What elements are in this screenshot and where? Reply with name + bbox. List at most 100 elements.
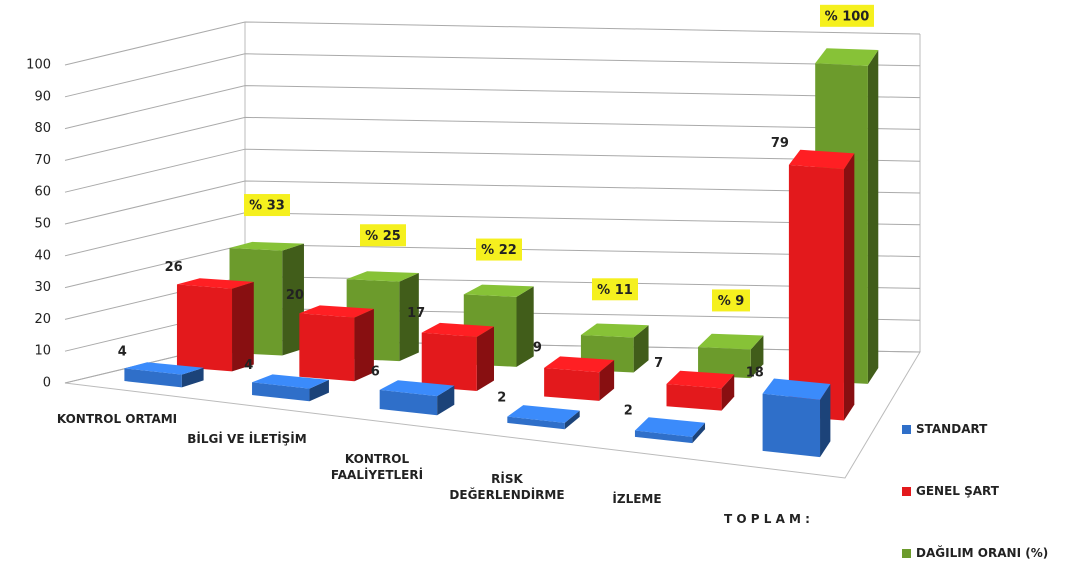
bar-side xyxy=(721,374,735,411)
value-label: 18 xyxy=(746,366,764,381)
value-label: % 100 xyxy=(825,9,870,24)
bar-side xyxy=(633,325,649,373)
y-tick-label: 70 xyxy=(34,153,51,168)
value-label: 4 xyxy=(118,345,127,360)
bar-front xyxy=(634,430,693,444)
grid-line xyxy=(64,85,921,130)
bar xyxy=(634,417,706,444)
bar-front xyxy=(379,389,438,416)
bar-top xyxy=(229,241,304,251)
bar-side xyxy=(564,410,580,430)
value-label-bg xyxy=(592,278,638,301)
bar-front xyxy=(507,416,565,430)
bar-top xyxy=(580,323,649,338)
bar xyxy=(698,333,764,379)
bar-side xyxy=(476,326,495,392)
grid-line xyxy=(64,21,921,66)
bar-top xyxy=(379,380,455,397)
grid-line xyxy=(64,148,921,193)
x-tick-label: KONTROL FAALİYETLERİ xyxy=(330,452,424,482)
bar-side xyxy=(750,335,764,379)
x-tick-label: İZLEME xyxy=(612,491,662,506)
bar-top xyxy=(544,356,615,373)
legend-item: DAĞILIM ORANI (%) xyxy=(902,546,1048,560)
x-tick-label: BİLGİ VE İLETİŞİM xyxy=(187,432,307,447)
y-tick-label: 40 xyxy=(34,248,51,263)
legend-item: GENEL ŞART xyxy=(902,484,999,498)
bar-top xyxy=(421,322,495,337)
bar-side xyxy=(399,272,419,362)
value-label: 17 xyxy=(407,306,425,321)
bar xyxy=(421,322,495,392)
value-label: 26 xyxy=(165,260,183,275)
value-label-bg xyxy=(244,194,290,217)
y-tick-label: 30 xyxy=(34,280,51,295)
value-label: % 22 xyxy=(481,243,517,258)
bar-front xyxy=(252,382,310,402)
bar xyxy=(379,380,455,416)
bar-side xyxy=(437,385,455,416)
value-label: 2 xyxy=(497,390,506,405)
bar-top xyxy=(762,378,831,400)
bar-side xyxy=(843,153,855,421)
y-tick-label: 50 xyxy=(34,217,51,232)
bar-front xyxy=(698,346,751,379)
bar-top xyxy=(788,149,855,170)
value-label-bg xyxy=(476,238,522,261)
bar-top xyxy=(507,405,580,423)
legend-label: DAĞILIM ORANI (%) xyxy=(916,546,1049,560)
legend-label: GENEL ŞART xyxy=(916,484,999,498)
bar-top xyxy=(698,333,764,350)
bar-side xyxy=(599,359,615,401)
bar xyxy=(762,378,831,458)
y-tick-label: 100 xyxy=(26,58,51,73)
value-label: % 25 xyxy=(365,229,401,244)
value-label: 6 xyxy=(371,364,380,379)
grid-line xyxy=(64,53,921,98)
bar-front xyxy=(762,393,821,458)
bar xyxy=(252,374,329,402)
bar-top xyxy=(815,48,879,66)
bar-side xyxy=(181,367,204,388)
value-label: 20 xyxy=(286,288,304,303)
x-tick-label: KONTROL ORTAMI xyxy=(56,412,178,427)
bar-front xyxy=(299,313,355,382)
value-label-bg xyxy=(360,224,406,247)
bar-top xyxy=(124,362,204,375)
legend-swatch xyxy=(902,424,911,434)
grid-line xyxy=(64,180,921,225)
value-label: % 9 xyxy=(718,294,745,309)
bar xyxy=(507,405,580,430)
bar-top xyxy=(634,417,706,437)
bar xyxy=(666,370,735,411)
bar-top xyxy=(176,278,254,289)
bar xyxy=(299,305,374,382)
bar-front xyxy=(544,367,600,401)
value-label: 2 xyxy=(624,403,633,418)
y-tick-label: 20 xyxy=(34,312,51,327)
bar-front xyxy=(176,284,233,372)
legend-label: STANDART xyxy=(916,422,988,436)
value-label: 79 xyxy=(771,136,789,151)
grid-line xyxy=(64,116,921,161)
legend-swatch xyxy=(902,486,911,496)
bar-side xyxy=(516,286,534,367)
bar-top xyxy=(299,305,374,318)
bar-side xyxy=(354,308,374,382)
bar xyxy=(124,362,204,388)
bar-top xyxy=(463,284,534,297)
legend-item: STANDART xyxy=(902,422,987,436)
x-tick-label: T O P L A M : xyxy=(724,511,810,526)
bar-top xyxy=(666,370,735,389)
value-label: 7 xyxy=(654,356,663,371)
bar xyxy=(176,278,254,372)
bar xyxy=(544,356,615,401)
bar-front xyxy=(421,332,477,392)
bar-top xyxy=(252,374,329,389)
bar-front xyxy=(666,383,722,411)
bar-side xyxy=(309,379,329,402)
bar-side xyxy=(820,384,831,458)
x-tick-label: RİSK DEĞERLENDİRME xyxy=(449,471,565,502)
